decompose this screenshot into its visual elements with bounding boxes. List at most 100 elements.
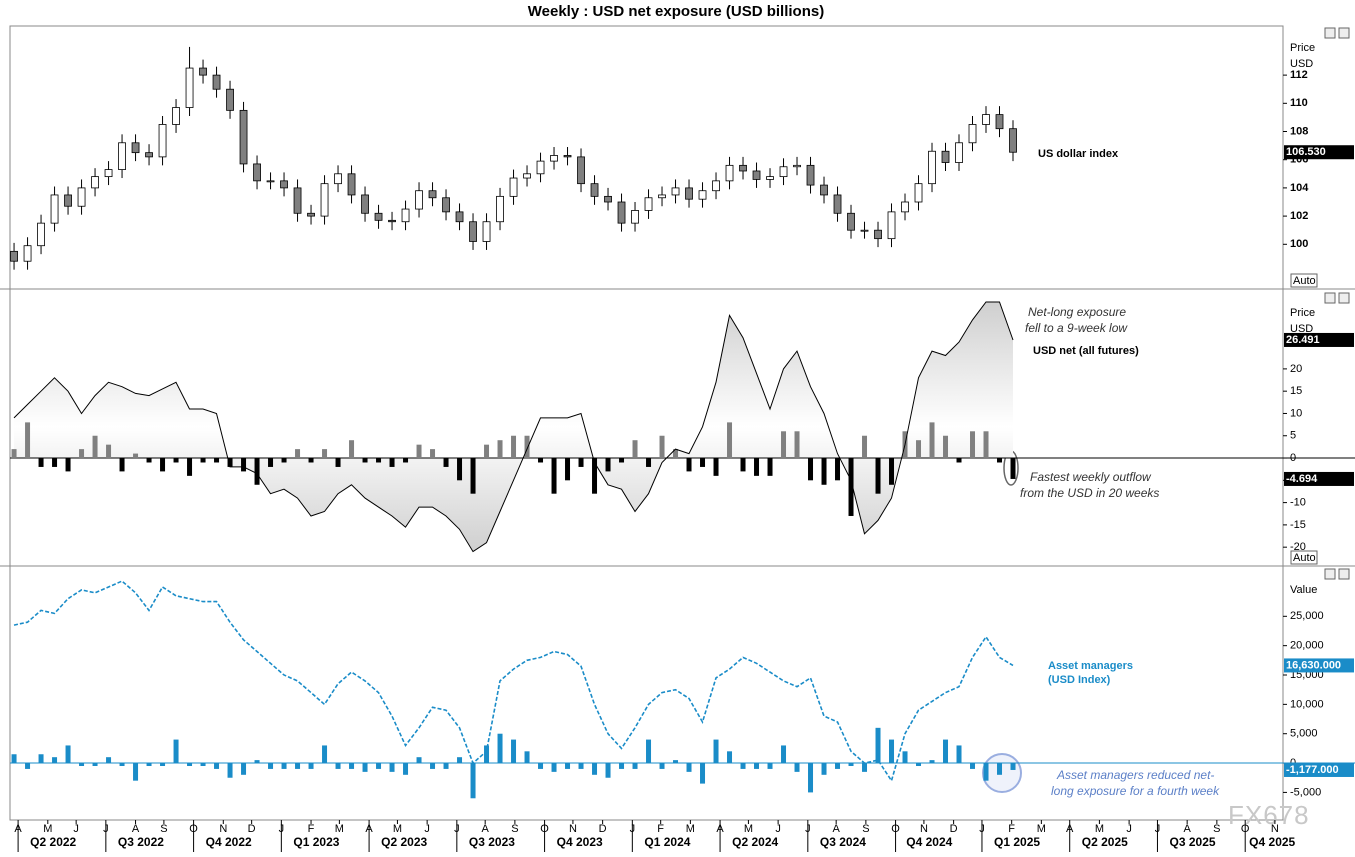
scale-mode-box[interactable] xyxy=(1290,273,1318,288)
annotation: fell to a 9-week low xyxy=(1025,321,1128,335)
bar xyxy=(200,458,206,463)
x-tick-label: M xyxy=(686,823,695,835)
restore-button[interactable] xyxy=(1324,568,1336,580)
bar xyxy=(268,763,274,769)
bar xyxy=(956,745,962,764)
y-tick-label: 100 xyxy=(1290,238,1308,250)
candle-body xyxy=(185,67,194,108)
bar xyxy=(322,745,328,764)
candle-body xyxy=(725,164,734,182)
bar xyxy=(376,763,382,769)
bar xyxy=(713,739,719,764)
bar xyxy=(470,458,476,494)
bar xyxy=(983,763,989,781)
quarter-label: Q4 2025 xyxy=(1249,835,1295,849)
bar xyxy=(578,763,584,769)
x-tick-label: S xyxy=(511,823,518,835)
candle-body xyxy=(104,169,113,178)
x-tick-label: S xyxy=(862,823,869,835)
bar xyxy=(524,751,530,764)
bar xyxy=(943,435,949,459)
candle-body xyxy=(23,245,32,262)
annotation: Asset managers reduced net- xyxy=(1056,768,1214,782)
candle-body xyxy=(374,212,383,221)
y-tick-label: 104 xyxy=(1290,182,1309,194)
x-tick-label: J xyxy=(424,823,430,835)
restore-button[interactable] xyxy=(1324,27,1336,39)
close-button[interactable] xyxy=(1338,568,1350,580)
bar xyxy=(146,763,152,766)
y-tick-label: 20,000 xyxy=(1290,640,1324,652)
candle-body xyxy=(617,201,626,224)
bar xyxy=(970,431,976,459)
candle-body xyxy=(388,219,396,223)
x-tick-label: J xyxy=(775,823,781,835)
last-value-label: 26.491 xyxy=(1286,334,1320,346)
restore-button[interactable] xyxy=(1324,292,1336,304)
candle-body xyxy=(293,187,302,214)
annotation: Net-long exposure xyxy=(1028,305,1126,319)
candle-body xyxy=(428,190,437,199)
candle-body xyxy=(968,124,977,144)
scale-mode-box[interactable] xyxy=(1290,550,1318,565)
candle-body xyxy=(131,142,140,154)
window-buttons[interactable] xyxy=(1324,27,1350,580)
bar xyxy=(767,458,773,476)
bar xyxy=(727,751,733,764)
candle-body xyxy=(766,176,774,180)
bar xyxy=(160,763,166,766)
bar xyxy=(173,458,179,463)
bar xyxy=(902,751,908,764)
bar xyxy=(389,458,395,467)
x-tick-label: M xyxy=(43,823,52,835)
bar xyxy=(1010,458,1016,479)
candle-body xyxy=(199,67,207,76)
candle-body xyxy=(226,88,234,111)
quarter-label: Q1 2024 xyxy=(644,835,690,849)
bar xyxy=(281,763,287,769)
y-tick-label: 102 xyxy=(1290,210,1308,222)
candle-body xyxy=(10,250,18,262)
bar xyxy=(632,763,638,769)
bar xyxy=(619,763,625,769)
x-tick-label: A xyxy=(482,823,490,835)
bar xyxy=(295,449,301,459)
candle-body xyxy=(604,195,612,203)
bar xyxy=(119,458,125,472)
area-fill xyxy=(14,302,1014,552)
scale-mode[interactable]: Auto xyxy=(1293,275,1316,287)
bar xyxy=(929,422,935,459)
y-tick-label: -15 xyxy=(1290,519,1306,531)
scale-mode[interactable]: Auto xyxy=(1293,552,1316,564)
candle-body xyxy=(496,195,504,223)
bar xyxy=(686,763,692,772)
bar xyxy=(646,739,652,764)
bar xyxy=(605,458,611,472)
y-tick-label: 10,000 xyxy=(1290,698,1324,710)
close-button[interactable] xyxy=(1338,292,1350,304)
candle-body xyxy=(928,150,936,185)
x-tick-label: D xyxy=(599,823,607,835)
candle-body xyxy=(644,197,653,211)
bar xyxy=(25,422,31,459)
x-tick-label: M xyxy=(335,823,344,835)
quarter-label: Q4 2023 xyxy=(557,835,603,849)
close-button[interactable] xyxy=(1338,27,1350,39)
y-tick-label: 108 xyxy=(1290,125,1308,137)
bar xyxy=(754,458,760,476)
candle-body xyxy=(590,183,599,197)
bar xyxy=(92,435,98,459)
plot-frame xyxy=(9,25,1284,821)
x-tick-label: M xyxy=(1095,823,1104,835)
bar xyxy=(713,458,719,476)
last-value-label: -1,177.000 xyxy=(1286,764,1339,776)
bar xyxy=(767,763,773,769)
bar xyxy=(349,440,355,459)
quarter-label: Q3 2025 xyxy=(1170,835,1216,849)
bar xyxy=(835,458,841,481)
candle-body xyxy=(253,163,261,182)
bar xyxy=(254,458,260,485)
x-tick-label: J xyxy=(73,823,79,835)
candle-body xyxy=(118,142,126,170)
x-tick-label: J xyxy=(279,823,285,835)
